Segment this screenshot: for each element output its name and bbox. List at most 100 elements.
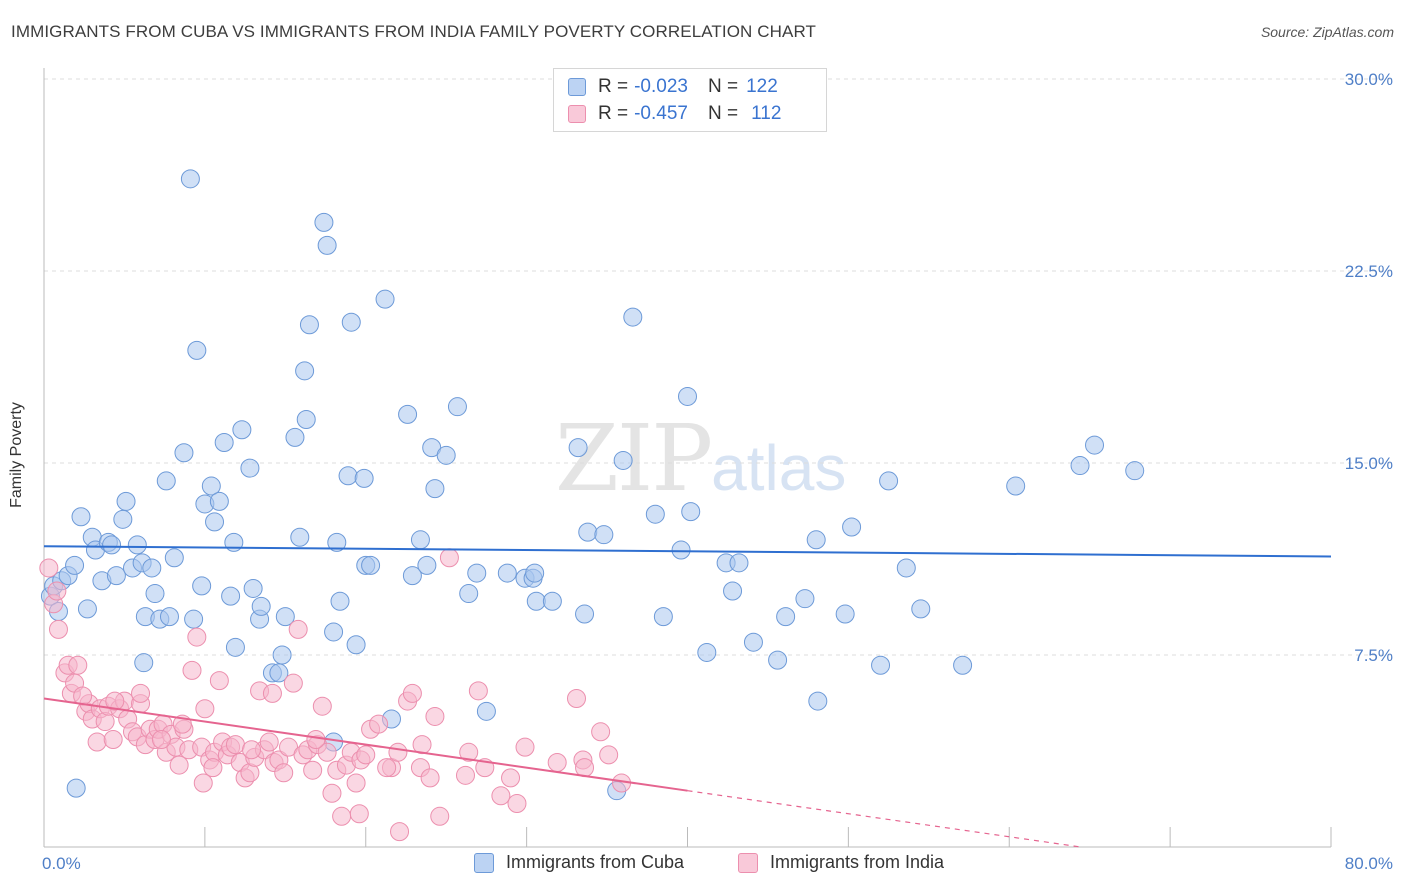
cuba-point-82 [568, 438, 588, 458]
cuba-point-26 [164, 548, 184, 568]
india-point-103 [203, 758, 223, 778]
y-tick-label-3: 30.0% [1345, 70, 1393, 89]
india-point-34 [182, 660, 202, 680]
cuba-point-59 [341, 312, 361, 332]
cuba-point-29 [184, 609, 204, 629]
source-label: Source: ZipAtlas.com [1260, 24, 1394, 40]
cuba-point-85 [594, 525, 614, 545]
cuba-point-99 [768, 650, 788, 670]
india-point-2 [47, 581, 67, 601]
cuba-point-73 [447, 397, 467, 417]
cuba-point-112 [1070, 456, 1090, 476]
cuba-point-33 [201, 476, 221, 496]
cuba-point-88 [623, 307, 643, 327]
cuba-point-71 [425, 479, 445, 499]
cuba-point-39 [225, 637, 245, 657]
cuba-point-36 [214, 433, 234, 453]
cuba-point-103 [808, 691, 828, 711]
india-point-89 [547, 753, 567, 773]
series-legend-label-cuba: Immigrants from Cuba [506, 852, 685, 872]
cuba-point-116 [269, 663, 289, 683]
india-point-79 [425, 706, 445, 726]
cuba-point-14 [113, 509, 133, 529]
cuba-point-83 [575, 604, 595, 624]
legend-r-label-india: R = [598, 103, 629, 124]
cuba-point-87 [613, 450, 633, 470]
cuba-point-63 [361, 555, 381, 575]
india-point-76 [402, 683, 422, 703]
correlation-legend: R = -0.023 N = 122 R = -0.457 N = 112 [553, 68, 827, 132]
india-point-106 [193, 773, 213, 793]
legend-n-value-india: 112 [751, 103, 782, 124]
india-point-37 [195, 699, 215, 719]
legend-swatch-cuba [568, 78, 586, 96]
india-point-104 [242, 740, 262, 760]
cuba-point-54 [317, 235, 337, 255]
cuba-point-52 [299, 315, 319, 335]
legend-r-value-cuba: -0.023 [634, 76, 688, 97]
cuba-point-30 [187, 340, 207, 360]
legend-n-label-cuba: N = [707, 76, 739, 97]
series-legend-label-india: Immigrants from India [770, 852, 945, 872]
india-point-12 [87, 732, 107, 752]
india-point-66 [332, 806, 352, 826]
cuba-point-107 [879, 471, 899, 491]
cuba-point-58 [338, 466, 358, 486]
india-point-108 [390, 822, 410, 842]
cuba-point-97 [729, 553, 749, 573]
cuba-point-72 [436, 445, 456, 465]
india-point-87 [507, 793, 527, 813]
y-tick-label-0: 7.5% [1354, 646, 1393, 665]
cuba-point-51 [296, 409, 316, 429]
cuba-point-80 [526, 591, 546, 611]
cuba-point-60 [346, 635, 366, 655]
india-point-78 [420, 768, 440, 788]
series-legend-swatch-india [738, 852, 758, 873]
cuba-point-19 [134, 653, 154, 673]
india-point-100 [151, 729, 171, 749]
cuba-point-17 [127, 535, 147, 555]
cuba-point-102 [806, 530, 826, 550]
cuba-point-91 [671, 540, 691, 560]
india-point-109 [131, 683, 151, 703]
india-point-97 [377, 758, 397, 778]
india-point-69 [346, 773, 366, 793]
cuba-point-108 [896, 558, 916, 578]
cuba-point-114 [1125, 461, 1145, 481]
legend-n-label-india: N = [707, 103, 739, 124]
india-point-71 [356, 745, 376, 765]
india-point-96 [369, 714, 389, 734]
india-point-16 [103, 729, 123, 749]
india-point-0 [39, 558, 59, 578]
x-tick-label-max: 80.0% [1345, 854, 1393, 873]
cuba-point-50 [295, 361, 315, 381]
cuba-point-28 [180, 169, 200, 189]
india-point-82 [459, 742, 479, 762]
cuba-point-118 [525, 563, 545, 583]
cuba-point-49 [290, 527, 310, 547]
watermark-atlas: atlas [711, 432, 847, 504]
india-point-63 [317, 742, 337, 762]
cuba-point-46 [272, 645, 292, 665]
cuba-point-34 [205, 512, 225, 532]
cuba-point-5 [65, 555, 85, 575]
india-point-80 [430, 806, 450, 826]
india-point-31 [169, 755, 189, 775]
x-tick-label-min: 0.0% [42, 854, 81, 873]
cuba-point-66 [398, 404, 418, 424]
series-legend-india: Immigrants from India [738, 852, 944, 873]
india-point-107 [349, 804, 369, 824]
cuba-point-21 [142, 558, 162, 578]
india-point-105 [262, 683, 282, 703]
cuba-point-47 [275, 607, 295, 627]
cuba-point-27 [174, 443, 194, 463]
cuba-point-7 [77, 599, 97, 619]
india-point-85 [491, 786, 511, 806]
india-point-74 [388, 742, 408, 762]
india-point-102 [306, 729, 326, 749]
cuba-point-57 [330, 591, 350, 611]
india-point-44 [225, 735, 245, 755]
legend-swatch-india [568, 105, 586, 123]
cuba-point-69 [417, 555, 437, 575]
cuba-point-48 [285, 427, 305, 447]
